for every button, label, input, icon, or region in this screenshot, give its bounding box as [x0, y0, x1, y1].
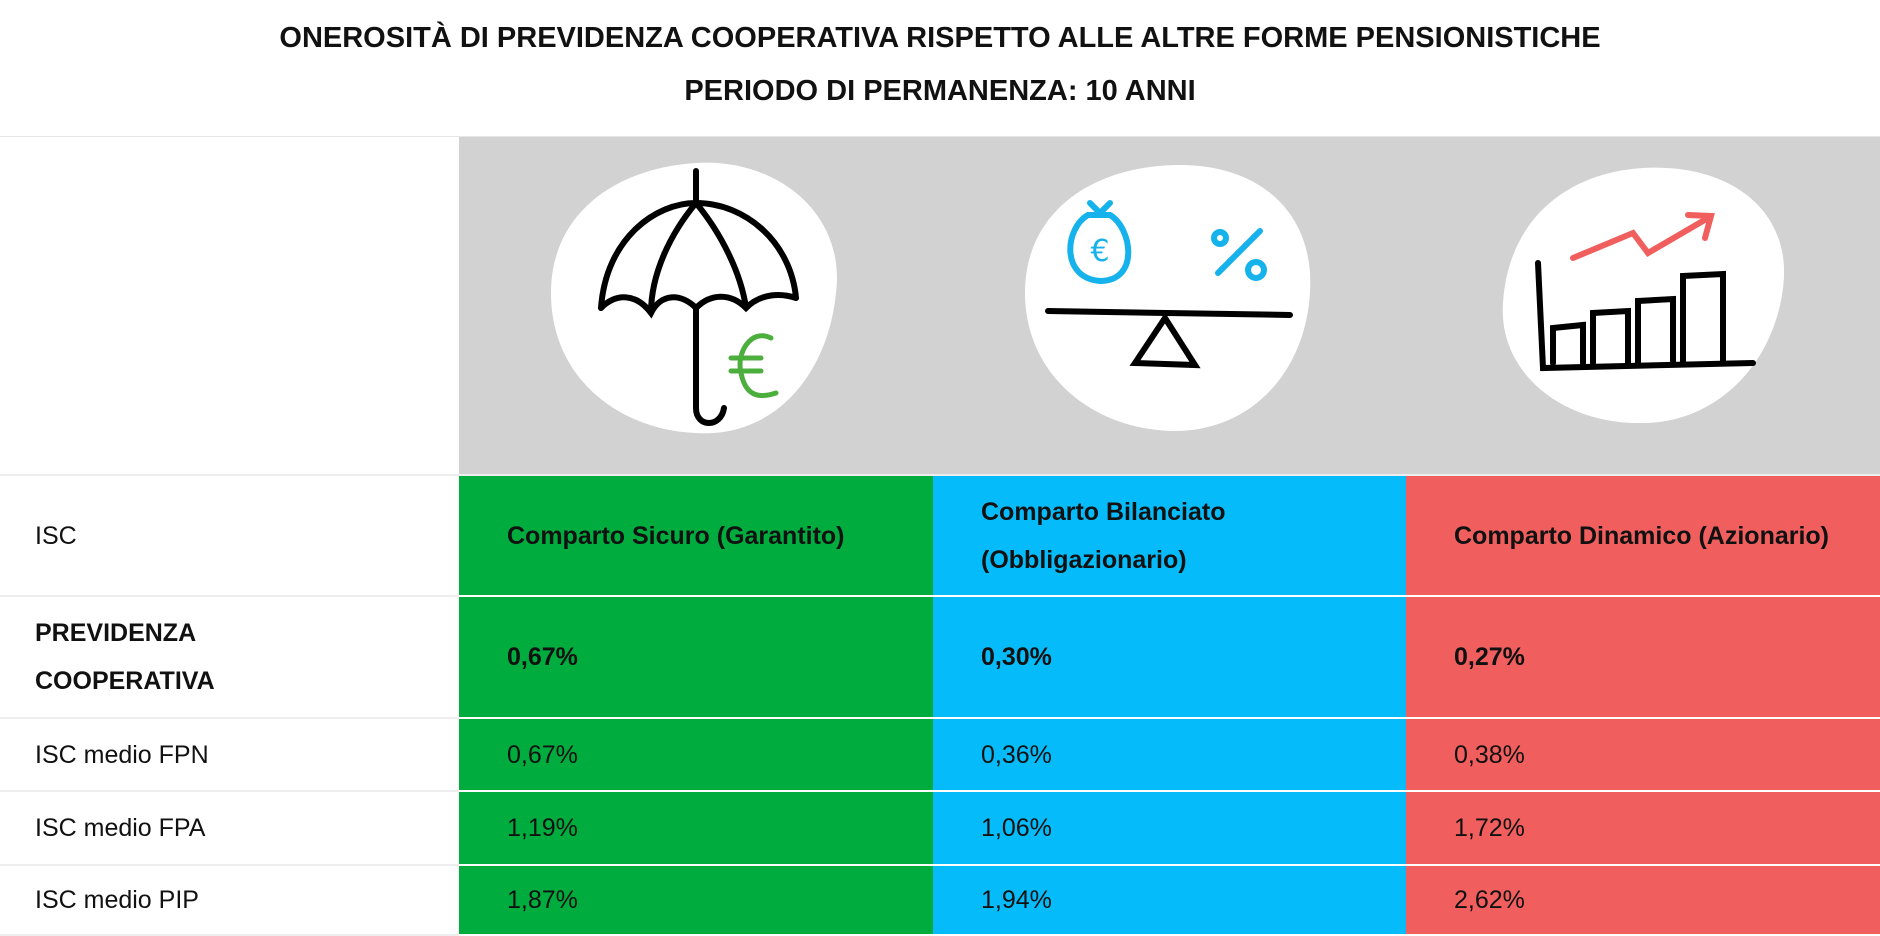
cell: 1,94% [933, 865, 1406, 936]
title-line: ONEROSITÀ DI PREVIDENZA COOPERATIVA RISP… [279, 22, 1601, 54]
row: ISC medio FPA 1,19% 1,06% 1,72% [0, 791, 1880, 866]
cell: 0,67% [459, 596, 933, 719]
umbrella-icon [551, 162, 837, 433]
column-header: Comparto Dinamico (Azionario) [1406, 475, 1880, 597]
balance-icon: € [1024, 164, 1310, 431]
icon-row: € [0, 137, 1880, 476]
row: ISC medio FPN 0,67% 0,36% 0,38% [0, 718, 1880, 792]
cell: 0,30% [933, 596, 1406, 719]
svg-text:€: € [1090, 234, 1109, 269]
cell: 0,27% [1406, 596, 1880, 719]
row: PREVIDENZA COOPERATIVA 0,67% 0,30% 0,27% [0, 596, 1880, 719]
cell: 1,19% [459, 791, 933, 866]
cell: 1,87% [459, 865, 933, 936]
icon-cell: € [933, 137, 1406, 476]
cell: 1,72% [1406, 791, 1880, 866]
row-label-text: PREVIDENZA COOPERATIVA [35, 619, 215, 695]
cell: 0,38% [1406, 718, 1880, 792]
title: ONEROSITÀ DI PREVIDENZA COOPERATIVA RISP… [0, 0, 1880, 137]
cell: 0,36% [933, 718, 1406, 792]
cell: 1,06% [933, 791, 1406, 866]
comparison-table: € ISC Comparto Sicuro (Garantito) Compa [0, 137, 1880, 936]
row-label: ISC medio PIP [0, 865, 459, 936]
column-header: Comparto Bilanciato (Obbligazionario) [933, 475, 1406, 597]
row-label: ISC medio FPN [0, 718, 459, 792]
chart-icon [1502, 167, 1785, 423]
header-label: ISC [0, 475, 459, 597]
row-label: ISC medio FPA [0, 791, 459, 866]
icon-cell [1406, 137, 1880, 476]
row-label: PREVIDENZA COOPERATIVA [0, 596, 459, 719]
row: ISC medio PIP 1,87% 1,94% 2,62% [0, 865, 1880, 936]
blank-cell [0, 137, 459, 476]
header-row: ISC Comparto Sicuro (Garantito) Comparto… [0, 475, 1880, 597]
icon-cell [459, 137, 933, 476]
title-line: PERIODO DI PERMANENZA: 10 ANNI [684, 75, 1196, 107]
cell: 0,67% [459, 718, 933, 792]
column-header: Comparto Sicuro (Garantito) [459, 475, 933, 597]
cell: 2,62% [1406, 865, 1880, 936]
